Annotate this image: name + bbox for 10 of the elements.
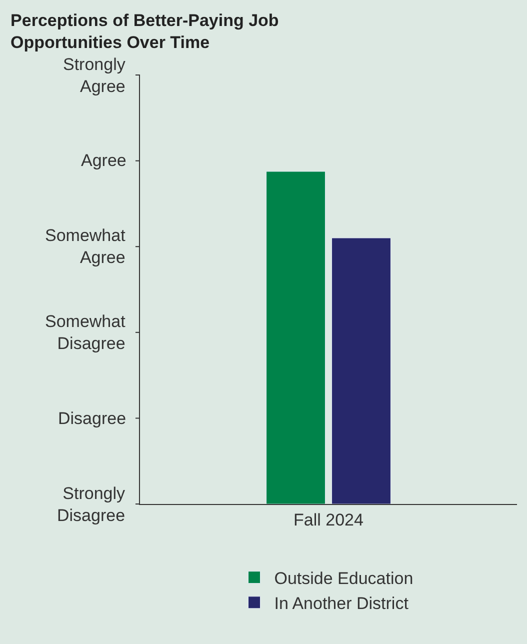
- text: Somewhat Disagree: [45, 312, 126, 354]
- x-tick-label: Fall 2024: [294, 510, 364, 530]
- legend-label: Outside Education: [274, 568, 414, 588]
- legend-label: In Another District: [274, 594, 409, 614]
- text: Strongly Disagree: [57, 484, 126, 526]
- text: Disagree: [58, 409, 126, 428]
- text: Somewhat Agree: [45, 226, 126, 268]
- chart-title: Perceptions of Better-Paying Job Opportunities Over Time: [10, 10, 279, 52]
- text: Agree: [81, 151, 126, 170]
- text: Strongly Agree: [63, 55, 126, 96]
